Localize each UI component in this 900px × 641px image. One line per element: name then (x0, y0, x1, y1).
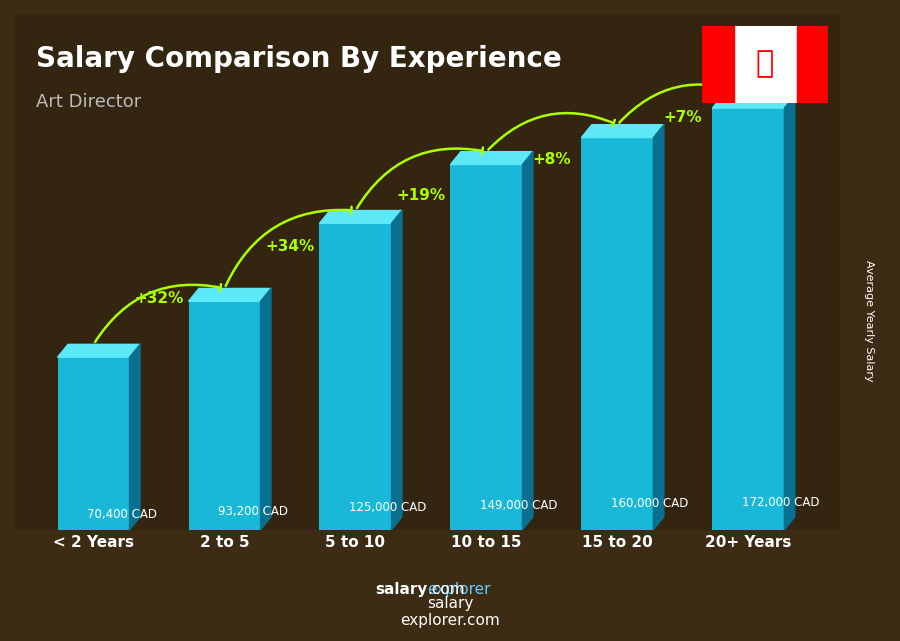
Polygon shape (450, 152, 533, 165)
Text: .com: .com (428, 582, 465, 597)
Text: +7%: +7% (663, 110, 702, 126)
Text: Salary Comparison By Experience: Salary Comparison By Experience (36, 45, 562, 73)
Text: salary: salary (375, 582, 428, 597)
Bar (320, 223, 392, 529)
Text: 70,400 CAD: 70,400 CAD (87, 508, 157, 521)
Polygon shape (130, 344, 140, 529)
Text: +32%: +32% (134, 290, 184, 306)
Bar (712, 108, 784, 529)
Bar (450, 165, 522, 529)
Text: 160,000 CAD: 160,000 CAD (611, 497, 688, 510)
Polygon shape (392, 210, 402, 529)
Bar (581, 138, 653, 529)
Text: 🍁: 🍁 (756, 49, 774, 79)
Bar (702, 26, 733, 103)
Polygon shape (260, 288, 271, 529)
Polygon shape (188, 288, 271, 301)
Text: +19%: +19% (396, 188, 446, 203)
Text: 125,000 CAD: 125,000 CAD (349, 501, 427, 515)
Text: Average Yearly Salary: Average Yearly Salary (863, 260, 874, 381)
Text: +8%: +8% (533, 152, 572, 167)
Polygon shape (320, 210, 402, 223)
Text: salary
explorer.com: salary explorer.com (400, 595, 500, 628)
Bar (58, 357, 130, 529)
Polygon shape (712, 96, 795, 108)
Polygon shape (58, 344, 140, 357)
Polygon shape (784, 96, 795, 529)
Text: 172,000 CAD: 172,000 CAD (742, 495, 819, 509)
Bar (188, 301, 260, 529)
Text: explorer: explorer (428, 582, 491, 597)
Text: 149,000 CAD: 149,000 CAD (480, 499, 557, 512)
Text: +34%: +34% (266, 239, 315, 254)
Text: Art Director: Art Director (36, 93, 141, 111)
Text: 93,200 CAD: 93,200 CAD (218, 505, 288, 519)
Polygon shape (522, 152, 533, 529)
Polygon shape (581, 125, 664, 138)
Bar (796, 26, 828, 103)
Polygon shape (653, 125, 664, 529)
